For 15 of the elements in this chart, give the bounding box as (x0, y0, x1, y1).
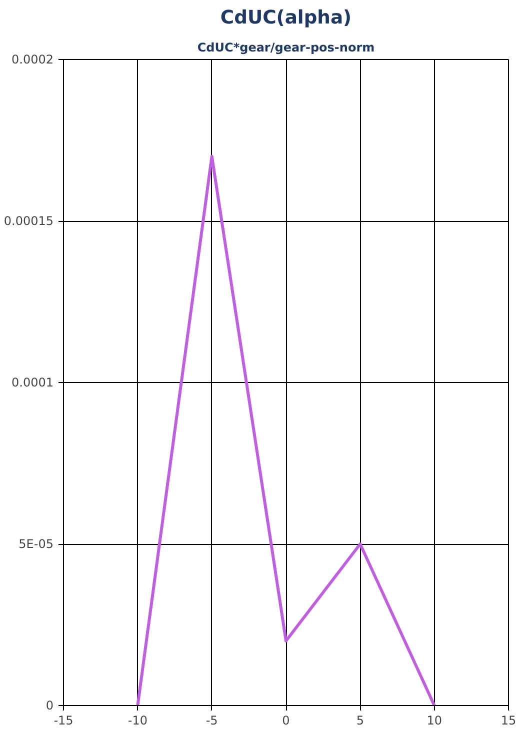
x-tick-label: 10 (426, 714, 442, 728)
x-tick-label: -15 (54, 714, 74, 728)
line-series (136, 154, 436, 706)
y-tick-label: 0.0001 (12, 376, 54, 390)
x-tick-label: 0 (282, 714, 290, 728)
y-tick-label: 5E-05 (18, 537, 54, 551)
chart-title: CdUC(alpha) (220, 8, 352, 28)
x-tick-label: -10 (128, 714, 148, 728)
y-tick-label: 0.0002 (12, 52, 54, 66)
x-tick-label: -5 (206, 714, 218, 728)
x-tick-label: 5 (356, 714, 364, 728)
x-tick-label: 15 (500, 714, 516, 728)
y-tick-label: 0.00015 (4, 214, 54, 228)
chart-subtitle: CdUC*gear/gear-pos-norm (197, 40, 375, 54)
y-tick-label: 0 (46, 698, 54, 712)
